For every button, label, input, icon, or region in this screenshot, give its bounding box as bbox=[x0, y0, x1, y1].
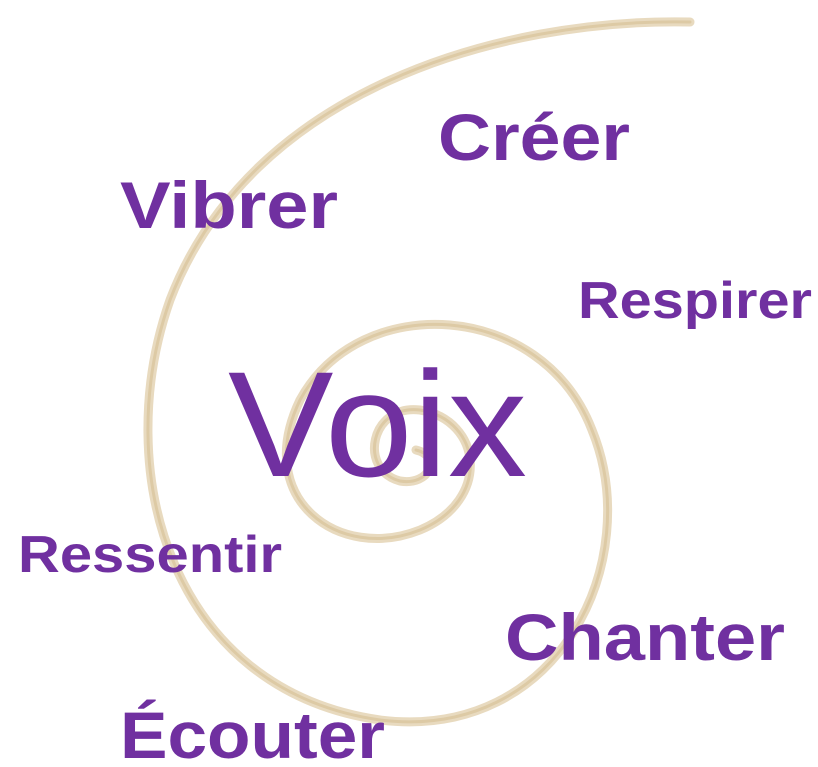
center-word: Voix bbox=[228, 340, 527, 508]
word: Ressentir bbox=[18, 526, 282, 584]
word: Écouter bbox=[120, 698, 385, 767]
spiral-graphic: Voix Créer Vibrer Respirer Ressentir Cha… bbox=[0, 0, 818, 767]
word: Vibrer bbox=[120, 168, 338, 242]
word: Créer bbox=[438, 100, 630, 174]
word: Respirer bbox=[578, 272, 812, 330]
word: Chanter bbox=[505, 600, 785, 674]
